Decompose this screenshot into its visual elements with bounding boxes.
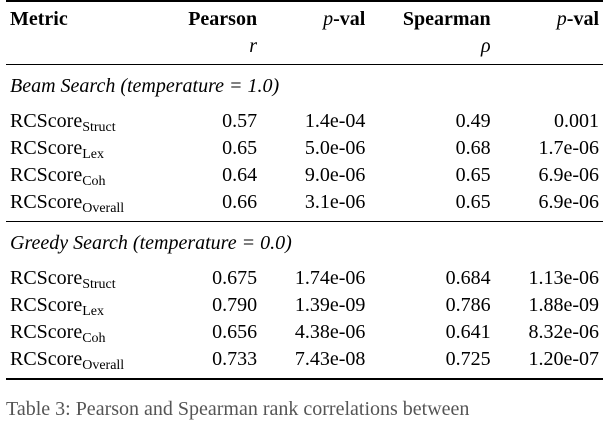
spearman-value: 0.68 — [455, 136, 491, 159]
header-subrow: r ρ — [6, 36, 603, 65]
spearman-pval: 1.7e-06 — [538, 136, 599, 159]
spearman-value: 0.684 — [445, 266, 491, 289]
metric-base: RCScore — [10, 163, 83, 186]
pearson-value: 0.57 — [222, 109, 258, 132]
header-spearman-pval: p-val — [491, 1, 603, 36]
spearman-value: 0.65 — [455, 190, 491, 213]
metric-subscript: Struct — [82, 276, 116, 292]
spearman-pval: 1.13e-06 — [528, 266, 599, 289]
section-beam: Beam Search (temperature = 1.0) RCScoreS… — [6, 64, 603, 222]
spearman-pval: 1.20e-07 — [528, 347, 599, 370]
metric-name: RCScoreStruct — [6, 264, 158, 292]
header-pearson-symbol: r — [249, 35, 258, 57]
table-row: RCScoreOverall 0.66 3.1e-06 0.65 6.9e-06 — [6, 188, 603, 222]
pearson-pval: 3.1e-06 — [304, 190, 366, 213]
results-table-container: Metric Pearson p-val Spearman p-val r ρ … — [6, 0, 603, 380]
section-greedy: Greedy Search (temperature = 0.0) RCScor… — [6, 221, 603, 379]
pearson-value: 0.790 — [212, 293, 258, 316]
metric-subscript: Coh — [82, 173, 106, 189]
metric-subscript: Lex — [82, 303, 104, 319]
pearson-value: 0.675 — [212, 266, 258, 289]
metric-base: RCScore — [10, 190, 83, 213]
pearson-pval: 5.0e-06 — [304, 136, 366, 159]
pearson-pval: 4.38e-06 — [294, 320, 366, 343]
spearman-value: 0.65 — [455, 163, 491, 186]
section-title: Beam Search (temperature = 1.0) — [10, 75, 280, 97]
metric-name: RCScoreLex — [6, 291, 158, 319]
pearson-value: 0.66 — [222, 190, 258, 213]
metric-base: RCScore — [10, 347, 83, 370]
table-row: RCScoreLex 0.65 5.0e-06 0.68 1.7e-06 — [6, 134, 603, 162]
table-row: RCScoreCoh 0.656 4.38e-06 0.641 8.32e-06 — [6, 318, 603, 346]
pearson-value: 0.656 — [212, 320, 258, 343]
section-title-row: Greedy Search (temperature = 0.0) — [6, 221, 603, 265]
section-title-row: Beam Search (temperature = 1.0) — [6, 64, 603, 108]
table-row: RCScoreLex 0.790 1.39e-09 0.786 1.88e-09 — [6, 291, 603, 319]
spearman-pval: 0.001 — [554, 109, 599, 132]
metric-subscript: Lex — [82, 146, 104, 162]
spearman-pval: 1.88e-09 — [528, 293, 599, 316]
pval-p-letter: p — [323, 8, 334, 30]
pearson-pval: 7.43e-08 — [294, 347, 366, 370]
metric-name: RCScoreStruct — [6, 107, 158, 135]
metric-name: RCScoreCoh — [6, 161, 158, 189]
spearman-value: 0.725 — [445, 347, 491, 370]
metric-subscript: Coh — [82, 330, 106, 346]
header-row: Metric Pearson p-val Spearman p-val — [6, 1, 603, 36]
spearman-pval: 6.9e-06 — [538, 190, 599, 213]
pearson-value: 0.64 — [222, 163, 258, 186]
table-row: RCScoreStruct 0.675 1.74e-06 0.684 1.13e… — [6, 264, 603, 292]
metric-subscript: Overall — [82, 200, 125, 216]
section-title: Greedy Search (temperature = 0.0) — [10, 232, 292, 254]
pearson-pval: 1.74e-06 — [294, 266, 366, 289]
pearson-value: 0.733 — [212, 347, 258, 370]
spearman-value: 0.49 — [455, 109, 491, 132]
spearman-value: 0.641 — [445, 320, 491, 343]
metric-base: RCScore — [10, 320, 83, 343]
metric-subscript: Struct — [82, 119, 116, 135]
pval-p-letter: p — [556, 8, 567, 30]
pearson-pval: 1.39e-09 — [294, 293, 366, 316]
spearman-pval: 6.9e-06 — [538, 163, 599, 186]
metric-base: RCScore — [10, 293, 83, 316]
pearson-pval: 9.0e-06 — [304, 163, 366, 186]
pval-suffix: -val — [566, 8, 599, 30]
table-row: RCScoreOverall 0.733 7.43e-08 0.725 1.20… — [6, 345, 603, 379]
metric-subscript: Overall — [82, 357, 125, 373]
spearman-value: 0.786 — [445, 293, 491, 316]
metric-name: RCScoreCoh — [6, 318, 158, 346]
pearson-pval: 1.4e-04 — [304, 109, 366, 132]
table-caption: Table 3: Pearson and Spearman rank corre… — [6, 398, 470, 420]
header-pearson-pval: p-val — [257, 1, 365, 36]
spearman-pval: 8.32e-06 — [528, 320, 599, 343]
pval-suffix: -val — [333, 8, 366, 30]
header-metric: Metric — [10, 8, 68, 30]
table-row: RCScoreCoh 0.64 9.0e-06 0.65 6.9e-06 — [6, 161, 603, 189]
header-spearman-symbol: ρ — [481, 35, 491, 57]
metric-base: RCScore — [10, 109, 83, 132]
metric-name: RCScoreOverall — [6, 188, 158, 222]
metric-name: RCScoreLex — [6, 134, 158, 162]
pearson-value: 0.65 — [222, 136, 258, 159]
header-pearson: Pearson — [188, 8, 258, 30]
header-spearman: Spearman — [402, 8, 491, 30]
metric-base: RCScore — [10, 266, 83, 289]
table-row: RCScoreStruct 0.57 1.4e-04 0.49 0.001 — [6, 107, 603, 135]
correlation-table: Metric Pearson p-val Spearman p-val r ρ … — [6, 0, 603, 380]
metric-name: RCScoreOverall — [6, 345, 158, 379]
metric-base: RCScore — [10, 136, 83, 159]
